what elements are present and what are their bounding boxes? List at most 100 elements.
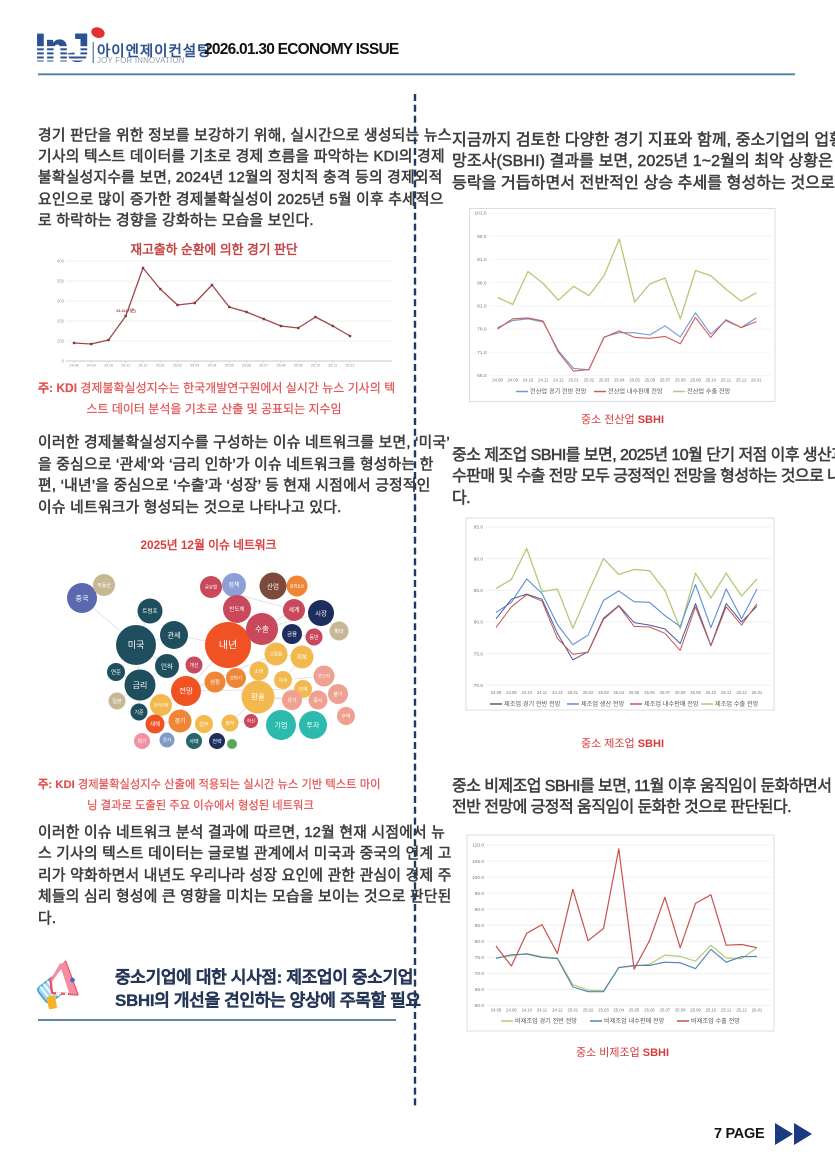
svg-text:동반: 동반	[309, 634, 319, 641]
svg-text:80.0: 80.0	[475, 939, 485, 945]
svg-text:91.0: 91.0	[477, 257, 487, 263]
svg-text:25.01: 25.01	[156, 364, 165, 368]
svg-text:금리: 금리	[133, 681, 148, 690]
svg-text:24.08: 24.08	[70, 364, 79, 368]
svg-text:25.10: 25.10	[706, 1008, 717, 1013]
svg-text:일본: 일본	[112, 698, 122, 705]
svg-text:25.10: 25.10	[705, 378, 716, 383]
svg-text:25.12: 25.12	[736, 1008, 747, 1013]
svg-text:25.05: 25.05	[629, 690, 640, 695]
svg-text:시장: 시장	[315, 608, 327, 617]
svg-text:25.12: 25.12	[736, 378, 747, 383]
svg-text:무역: 무역	[341, 713, 350, 720]
svg-text:제조업 생산 전망: 제조업 생산 전망	[581, 700, 625, 708]
svg-text:24.10: 24.10	[521, 1008, 532, 1013]
svg-text:26.01: 26.01	[752, 690, 763, 695]
svg-text:유가: 유가	[287, 697, 297, 704]
svg-text:25.03: 25.03	[599, 378, 610, 383]
svg-text:24.12: 24.12	[552, 1008, 563, 1013]
svg-text:연준: 연준	[111, 668, 121, 676]
svg-text:24.09: 24.09	[506, 1008, 517, 1013]
svg-text:25.05: 25.05	[629, 1008, 640, 1013]
svg-text:60.0: 60.0	[475, 1003, 485, 1009]
svg-text:85.0: 85.0	[475, 923, 485, 929]
svg-text:25.06: 25.06	[242, 364, 251, 368]
svg-text:지수: 지수	[278, 677, 288, 684]
svg-text:200: 200	[57, 339, 65, 344]
svg-text:증가: 증가	[163, 737, 171, 744]
svg-text:101.0: 101.0	[474, 211, 486, 217]
svg-text:24.08: 24.08	[491, 1008, 502, 1013]
svg-text:중국: 중국	[76, 595, 89, 603]
svg-text:24.09: 24.09	[507, 378, 518, 383]
svg-text:25.01: 25.01	[568, 690, 579, 695]
svg-text:90.0: 90.0	[475, 907, 485, 913]
svg-text:글로벌: 글로벌	[205, 584, 217, 590]
svg-text:75.0: 75.0	[475, 955, 485, 961]
svg-text:24.09: 24.09	[506, 690, 517, 695]
svg-text:미국: 미국	[128, 640, 145, 650]
svg-text:25.06: 25.06	[644, 690, 655, 695]
svg-text:25.11: 25.11	[721, 690, 732, 695]
svg-text:금융: 금융	[287, 631, 297, 638]
svg-text:400: 400	[57, 259, 65, 264]
svg-text:24.12: 24.12	[553, 378, 564, 383]
svg-text:전산업 수출 전망: 전산업 수출 전망	[687, 388, 731, 396]
svg-text:전망: 전망	[179, 686, 193, 696]
svg-text:비제조업 경기 전반 전망: 비제조업 경기 전반 전망	[515, 1017, 577, 1025]
svg-text:25.03: 25.03	[598, 690, 609, 695]
svg-text:66.0: 66.0	[477, 373, 487, 379]
svg-text:24.08: 24.08	[491, 690, 502, 695]
svg-text:한국은행: 한국은행	[154, 701, 169, 707]
svg-text:인하: 인하	[161, 661, 173, 670]
svg-text:75.0: 75.0	[474, 651, 484, 657]
svg-text:24.11: 24.11	[121, 364, 130, 368]
svg-text:24.10: 24.10	[104, 364, 113, 368]
svg-text:25.11: 25.11	[721, 378, 732, 383]
svg-text:24.08: 24.08	[492, 378, 503, 383]
svg-text:소비: 소비	[254, 668, 263, 675]
svg-text:105.0: 105.0	[472, 859, 484, 865]
svg-text:350: 350	[57, 279, 65, 284]
svg-text:반도체: 반도체	[229, 605, 244, 613]
svg-text:혁신: 혁신	[247, 718, 255, 725]
svg-text:25.12: 25.12	[736, 690, 747, 695]
svg-text:80.0: 80.0	[474, 620, 484, 626]
svg-text:25.02: 25.02	[584, 378, 595, 383]
svg-text:0: 0	[62, 359, 65, 364]
svg-text:고환율: 고환율	[270, 651, 282, 657]
svg-text:지역: 지역	[298, 686, 307, 693]
svg-text:25.09: 25.09	[690, 690, 701, 695]
svg-text:95.0: 95.0	[475, 891, 485, 897]
svg-text:96.0: 96.0	[477, 234, 487, 240]
svg-text:70.0: 70.0	[475, 971, 485, 977]
svg-text:세계: 세계	[288, 606, 299, 614]
svg-text:전산업 내수판매 전망: 전산업 내수판매 전망	[608, 388, 663, 396]
svg-text:25.01: 25.01	[568, 1008, 579, 1013]
svg-text:100.0: 100.0	[472, 875, 484, 881]
svg-text:25.07: 25.07	[660, 1008, 671, 1013]
svg-text:투자: 투자	[307, 721, 320, 730]
svg-text:내년: 내년	[219, 640, 237, 652]
svg-text:증시: 증시	[313, 698, 322, 704]
svg-text:25.04: 25.04	[208, 364, 217, 368]
svg-text:코스피: 코스피	[318, 673, 330, 680]
svg-text:70.0: 70.0	[474, 683, 484, 689]
svg-text:25.04: 25.04	[614, 690, 625, 695]
svg-text:25.11: 25.11	[721, 1008, 732, 1013]
svg-text:불확실성: 불확실성	[290, 583, 304, 588]
svg-text:25.03: 25.03	[190, 364, 199, 368]
svg-text:25.08: 25.08	[675, 378, 686, 383]
svg-text:25.02: 25.02	[583, 690, 594, 695]
svg-text:환율: 환율	[251, 692, 265, 702]
svg-text:71.0: 71.0	[477, 350, 487, 356]
svg-text:확대: 확대	[334, 628, 344, 635]
svg-text:81.0: 81.0	[477, 304, 487, 310]
svg-text:24.11(기준): 24.11(기준)	[116, 307, 136, 313]
svg-text:물가: 물가	[333, 691, 343, 698]
svg-text:95.0: 95.0	[474, 525, 484, 531]
svg-text:25.07: 25.07	[660, 378, 671, 383]
svg-text:25.08: 25.08	[675, 1008, 686, 1013]
svg-text:25.09: 25.09	[690, 1008, 701, 1013]
svg-text:25.09: 25.09	[294, 364, 303, 368]
